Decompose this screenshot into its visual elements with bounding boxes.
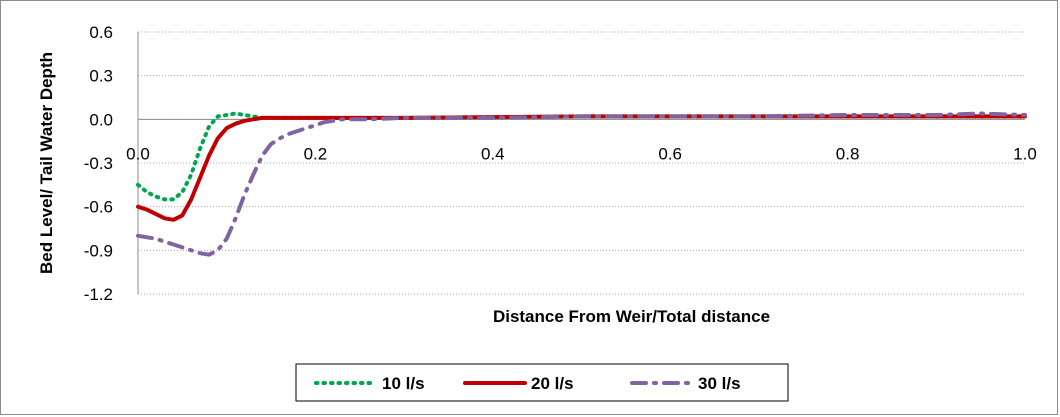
series-line-1 [136, 111, 1027, 202]
y-tick-label: 0.3 [89, 67, 113, 86]
x-tick-labels: 0.0 0.2 0.4 0.6 0.8 1.0 [126, 144, 1037, 163]
legend-label-3: 30 l/s [698, 374, 741, 393]
legend: 10 l/s 20 l/s 30 l/s [314, 374, 741, 393]
gridlines [138, 31, 1025, 295]
legend-box [295, 363, 789, 402]
series-line-2 [136, 114, 1027, 222]
y-axis-title: Bed Level/ Tail Water Depth [37, 52, 56, 274]
x-tick-label: 0.4 [481, 144, 505, 163]
series-line-3 [136, 111, 1027, 257]
x-tick-label: 0.8 [836, 144, 860, 163]
y-tick-label: 0.6 [89, 23, 113, 42]
legend-label-1: 10 l/s [382, 374, 425, 393]
x-tick-label: 0.6 [658, 144, 682, 163]
x-tick-label: 1.0 [1013, 144, 1037, 163]
series-lines [136, 111, 1027, 257]
x-tick-label: 0.0 [126, 144, 150, 163]
legend-label-2: 20 l/s [531, 374, 574, 393]
y-tick-label: -1.2 [84, 285, 113, 304]
y-tick-label: -0.9 [84, 241, 113, 260]
y-tick-label: -0.6 [84, 198, 113, 217]
y-tick-labels: 0.6 0.3 0.0 -0.3 -0.6 -0.9 -1.2 [84, 23, 113, 304]
x-tick-label: 0.2 [304, 144, 328, 163]
y-tick-label: -0.3 [84, 154, 113, 173]
y-tick-label: 0.0 [89, 110, 113, 129]
x-axis-title: Distance From Weir/Total distance [493, 307, 770, 326]
